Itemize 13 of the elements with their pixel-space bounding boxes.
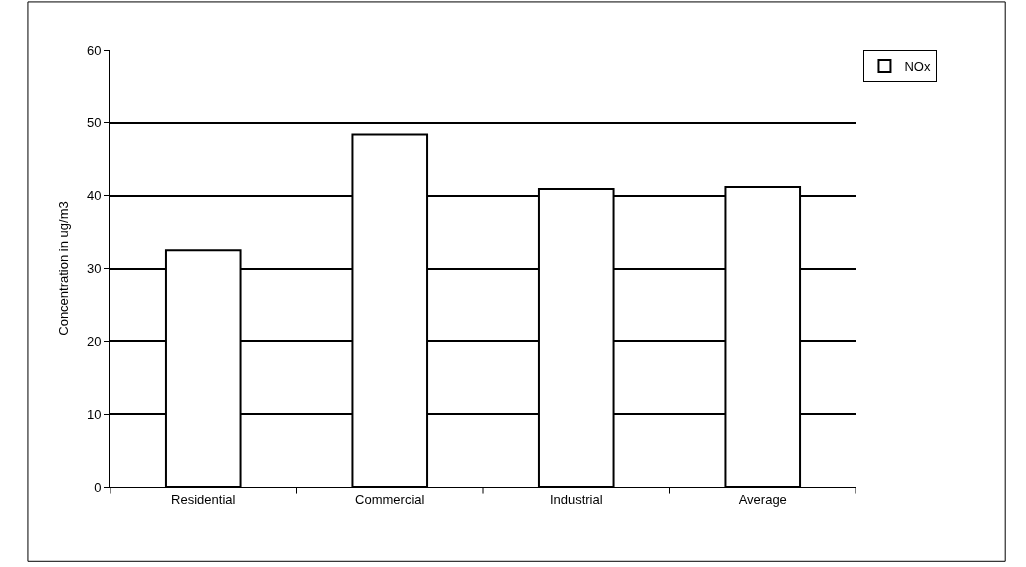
y-tick-label: 20	[86, 333, 102, 349]
y-tick-label: 0	[94, 479, 102, 495]
x-tick-label: Industrial	[549, 491, 603, 507]
y-tick-label: 50	[86, 115, 102, 131]
x-tick-label: Average	[738, 491, 787, 507]
y-tick-label: 10	[86, 406, 102, 422]
x-tick-label: Residential	[171, 491, 236, 507]
y-tick-label: 40	[86, 188, 102, 204]
y-tick-label: 30	[86, 261, 102, 277]
y-tick-label: 60	[86, 42, 102, 58]
y-axis-title: Concentration in ug/m3	[55, 201, 71, 336]
legend-label: NOx	[904, 59, 931, 75]
x-tick-label: Commercial	[355, 491, 425, 507]
